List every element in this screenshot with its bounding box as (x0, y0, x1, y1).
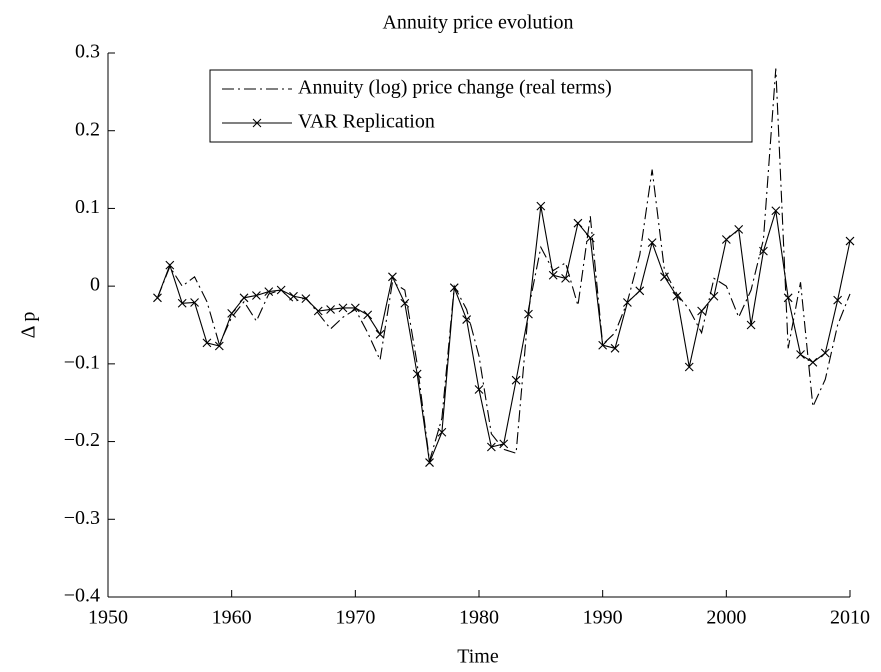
marker (462, 315, 472, 324)
x-axis-label: Time (457, 646, 499, 668)
y-axis-label: Δ p (18, 312, 40, 339)
series-line (156, 68, 851, 462)
marker (289, 291, 298, 301)
marker (375, 329, 385, 339)
marker (833, 295, 843, 305)
marker (264, 287, 274, 296)
marker (684, 362, 694, 372)
marker (499, 439, 509, 449)
x-tick-label: 1960 (212, 607, 252, 629)
marker (252, 291, 261, 300)
marker (598, 340, 608, 350)
marker (165, 260, 175, 270)
y-tick-label: −0.4 (64, 585, 100, 607)
marker (721, 235, 731, 244)
marker (474, 385, 484, 394)
x-tick-label: 1990 (583, 607, 623, 629)
legend-label: VAR Replication (298, 111, 435, 133)
marker (635, 286, 645, 296)
legend-box (209, 69, 753, 143)
marker (548, 270, 558, 280)
marker (610, 343, 620, 353)
marker (338, 303, 348, 313)
marker (486, 442, 496, 452)
marker (623, 298, 632, 307)
marker (820, 348, 830, 358)
series-line (156, 206, 851, 465)
marker (400, 298, 410, 308)
marker (511, 375, 521, 385)
marker (697, 306, 706, 316)
marker (227, 308, 237, 318)
marker (363, 310, 373, 320)
marker (313, 306, 323, 316)
y-tick-label: 0 (90, 274, 100, 296)
marker (202, 338, 212, 348)
x-tick-label: 1980 (459, 607, 499, 629)
marker (561, 273, 570, 283)
marker (845, 236, 855, 246)
marker (709, 291, 719, 301)
marker (437, 427, 447, 437)
marker (239, 293, 249, 303)
marker (190, 298, 199, 307)
marker (350, 303, 360, 313)
x-tick-label: 2000 (706, 607, 746, 629)
x-tick-label: 2010 (830, 607, 870, 629)
marker (536, 201, 546, 211)
marker (796, 350, 805, 359)
marker (214, 341, 224, 351)
marker (672, 291, 682, 301)
y-tick-label: −0.1 (64, 351, 100, 373)
y-tick-label: −0.3 (64, 507, 100, 529)
marker (734, 225, 744, 234)
y-tick-label: 0.1 (75, 196, 100, 218)
y-tick-label: 0.2 (75, 118, 100, 140)
marker (449, 283, 459, 293)
x-tick-label: 1970 (335, 607, 375, 629)
y-tick-label: −0.2 (64, 429, 100, 451)
x-tick-label: 1950 (88, 607, 128, 629)
marker (771, 206, 781, 216)
marker (388, 272, 397, 282)
y-tick-label: 0.3 (75, 41, 100, 63)
marker (301, 294, 311, 303)
legend-label: Annuity (log) price change (real terms) (298, 77, 612, 99)
marker (647, 238, 657, 248)
marker (573, 218, 583, 228)
marker (808, 357, 818, 367)
marker (524, 309, 533, 319)
marker (746, 320, 756, 330)
marker (177, 298, 187, 308)
marker (276, 285, 286, 295)
marker (585, 233, 595, 243)
chart-title: Annuity price evolution (382, 12, 573, 34)
marker (153, 293, 162, 303)
marker (759, 246, 768, 256)
legend-marker (252, 118, 262, 128)
marker (425, 458, 434, 467)
marker (660, 272, 669, 282)
marker (326, 305, 335, 314)
marker (412, 369, 422, 379)
marker (783, 293, 793, 303)
